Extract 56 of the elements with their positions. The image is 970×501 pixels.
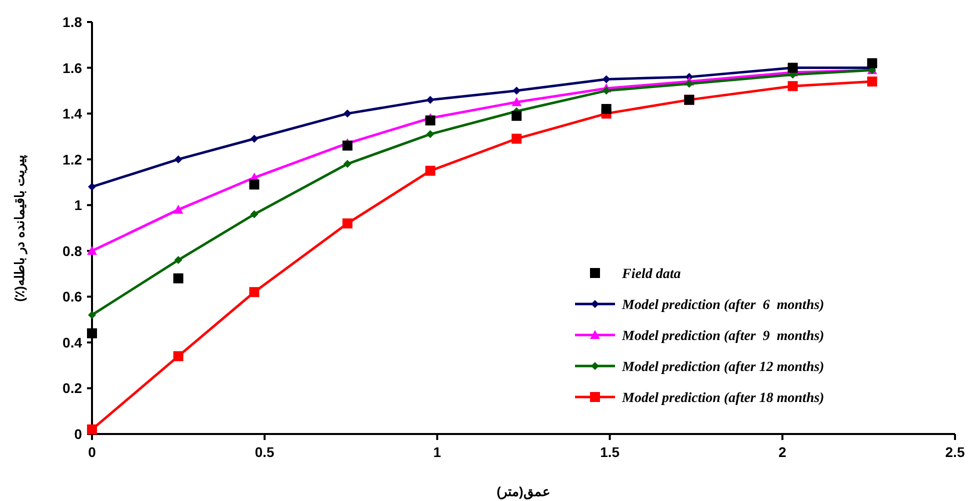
point (173, 351, 184, 362)
point (87, 424, 97, 434)
y-tick-label: 1.2 (62, 151, 82, 168)
point (173, 273, 184, 284)
point (88, 182, 96, 191)
point (512, 86, 521, 95)
point (88, 310, 96, 319)
point (425, 115, 436, 126)
y-axis-title: پیریت باقیمانده در باطله(٪) (12, 154, 28, 302)
legend-label: Model prediction (after 12 months) (621, 360, 824, 375)
point (788, 81, 798, 92)
point (174, 155, 182, 164)
y-tick-label: 1.8 (62, 14, 82, 30)
x-axis-title: عمق(متر) (496, 484, 550, 500)
y-tick-label: 1.6 (62, 60, 82, 76)
x-tick-label: 1 (433, 444, 442, 460)
point (867, 58, 878, 68)
point (174, 256, 182, 264)
point (512, 97, 522, 106)
point (343, 110, 352, 118)
point (87, 246, 97, 255)
point (512, 134, 522, 144)
y-tick-label: 0 (74, 426, 82, 442)
x-tick-label: 0 (88, 444, 96, 460)
y-tick-label: 0.4 (62, 334, 82, 350)
legend-label: Model prediction (after 6 months) (621, 298, 824, 313)
point (342, 140, 352, 151)
x-tick-label: 1.5 (600, 444, 620, 460)
y-tick-label: 1 (74, 197, 82, 214)
legend-label: Field data (621, 267, 681, 282)
x-tick-label: 2 (778, 444, 786, 460)
legend-label: Model prediction (after 9 months) (621, 329, 824, 344)
point (426, 96, 434, 104)
point (343, 160, 352, 168)
point (685, 80, 694, 88)
y-tick-label: 0.6 (62, 288, 82, 305)
point (867, 76, 878, 87)
point (426, 130, 434, 138)
x-tick-label: 2.5 (945, 444, 965, 460)
point (250, 134, 258, 143)
legend-label: Model prediction (after 18 months) (621, 391, 824, 406)
point (250, 210, 258, 218)
point (342, 218, 352, 228)
x-tick-label: 0.5 (254, 444, 275, 460)
point (601, 104, 612, 114)
point (249, 287, 260, 298)
y-tick-label: 0.8 (62, 242, 82, 259)
point (425, 166, 436, 176)
point (249, 180, 260, 190)
y-tick-label: 1.4 (62, 106, 82, 122)
point (173, 204, 184, 214)
point (602, 75, 610, 84)
point (602, 86, 610, 95)
y-tick-label: 0.2 (62, 380, 82, 396)
point (87, 328, 97, 338)
point (512, 110, 522, 121)
